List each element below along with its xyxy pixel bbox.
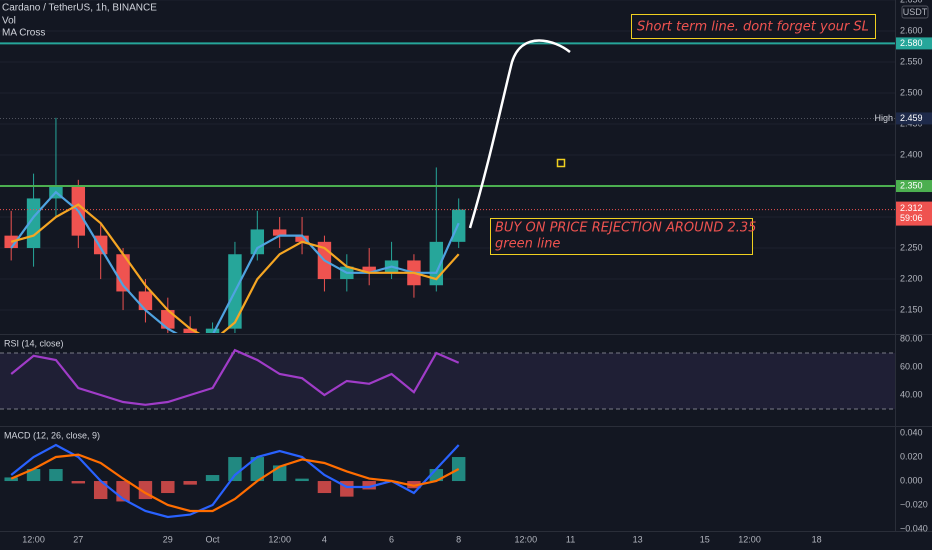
rsi-pane [0,348,895,410]
candle-body [250,229,265,255]
series-line [10,203,460,333]
price-pane [0,0,895,333]
histogram-bar [317,481,332,494]
price-tag [896,201,932,226]
marker-square [556,158,566,168]
y-tick-label: 2.200 [900,273,923,283]
x-tick-label: 18 [812,534,822,544]
y-tick-label: 2.150 [900,304,923,314]
histogram-bar [295,478,309,482]
candle-body [138,291,153,311]
indicator-label: Vol [2,16,16,27]
annotation-box [490,218,753,255]
candle-body [362,266,376,273]
y-tick-label: 0.020 [900,451,923,461]
candle-body [295,235,309,242]
histogram-bar [93,481,108,500]
y-tick-label: 40.00 [900,389,923,399]
currency-box [901,5,929,19]
x-tick-label: Oct [206,534,221,544]
candle-body [116,254,130,292]
x-tick-label: 27 [73,534,83,544]
x-tick-label: 13 [633,534,643,544]
series-line [10,443,460,519]
macd-pane [4,443,466,519]
x-tick-label: 11 [566,534,575,544]
y-tick-label: 2.550 [900,56,923,66]
y-tick-label: −0.040 [900,523,928,533]
annotation: BUY ON PRICE REJECTION AROUND 2.35 [495,221,756,236]
y-tick-label: 60.00 [900,361,923,371]
high-text: High [874,113,893,123]
histogram-bar [362,481,376,490]
series-line [10,190,460,333]
price-tag-label: 2.580 [900,38,923,48]
x-tick-label: 12:00 [738,534,761,544]
x-tick-label: 8 [456,534,461,544]
y-tick-label: 0.040 [900,427,923,437]
price-tag-label: 2.312 [900,203,923,213]
annotation: green line [495,237,560,252]
histogram-bar [250,457,265,482]
price-tag-label: 2.350 [900,180,923,190]
annotation-box [631,14,876,39]
rsi-band [0,352,895,410]
y-tick-label: 2.250 [900,242,923,252]
pane-title: RSI (14, close) [4,338,64,348]
drawn-curve [468,39,571,229]
x-tick-label: 15 [700,534,710,544]
candle-body [161,310,175,329]
y-tick-label: 2.400 [900,149,923,159]
annotation: Short term line. dont forget your SL [637,20,869,35]
histogram-bar [161,481,175,494]
currency: USDT [903,7,928,17]
price-tag [896,37,932,50]
histogram-bar [228,457,242,482]
x-tick-label: 12:00 [268,534,291,544]
histogram-bar [4,477,18,482]
countdown: 59:06 [900,213,923,223]
price-tag-label: 2.459 [900,113,923,123]
x-tick-label: 29 [163,534,173,544]
candle-body [272,229,287,236]
x-tick-label: 6 [389,534,394,544]
series-line [10,348,460,406]
x-tick-label: 12:00 [515,534,538,544]
histogram-bar [26,469,41,482]
y-tick-label: 2.600 [900,25,923,35]
indicator-label: MA Cross [2,28,45,39]
chart-title: Cardano / TetherUS, 1h, BINANCE [2,3,157,14]
candle-body [205,328,220,333]
price-tag [896,180,932,193]
pane-title: MACD (12, 26, close, 9) [4,430,100,440]
series-line [10,453,460,513]
histogram-bar [407,481,421,489]
candle-body [183,328,197,333]
axes: 12:00 27 29 Oct 12:00 4 6 8 12:00 11 13 15 12:00 18 2.… [22,0,932,544]
histogram-bar [49,469,63,482]
histogram-bar [205,475,220,482]
price-tag [896,112,932,125]
x-tick-label: 12:00 [22,534,45,544]
y-tick-label: 2.500 [900,87,923,97]
y-tick-label: 0.000 [900,475,923,485]
histogram-bar [183,481,197,485]
y-tick-label: 80.00 [900,333,923,343]
y-tick-label: 2.650 [900,0,923,4]
histogram-bar [71,481,86,484]
x-tick-label: 4 [322,534,327,544]
y-tick-label: −0.020 [900,499,928,509]
